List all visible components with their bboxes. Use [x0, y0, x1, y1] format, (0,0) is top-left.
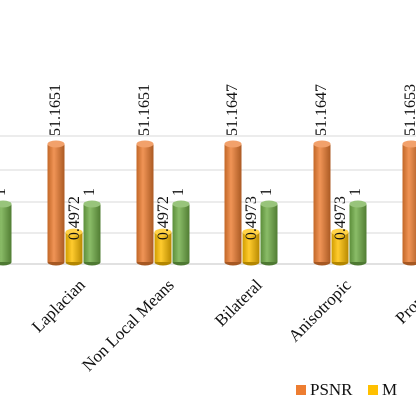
data-label-mse-1: 0.4972	[66, 196, 83, 240]
bar-psnr-2	[136, 140, 154, 266]
bar-mse-2	[154, 228, 172, 266]
data-label-mse-3: 0.4973	[243, 196, 260, 240]
bars	[0, 140, 416, 266]
bar-psnr-4	[313, 140, 331, 266]
data-label-psnr-2: 51.1651	[136, 84, 153, 136]
bar-series-2-1	[83, 200, 101, 266]
x-tick-anisotropic: Anisotropic	[285, 275, 356, 346]
bar-series-2-4	[349, 200, 367, 266]
x-tick-laplacian: Laplacian	[28, 275, 89, 336]
bar-mse-3	[242, 228, 260, 266]
data-label-psnr-5: 51.1653	[402, 84, 416, 136]
legend-label: M	[382, 380, 397, 399]
bar-psnr-5	[402, 140, 416, 266]
data-label-psnr-1: 51.1651	[47, 84, 64, 136]
legend: PSNR M	[296, 380, 397, 399]
bar-series-2-2	[172, 200, 190, 266]
bar-psnr-3	[224, 140, 242, 266]
legend-item-m: M	[368, 380, 397, 399]
data-labels: 151.16510.4972151.16510.4972151.16470.49…	[0, 84, 416, 240]
legend-swatch	[296, 385, 306, 395]
bar-series-2-3	[260, 200, 278, 266]
legend-item-psnr: PSNR	[296, 380, 353, 399]
x-tick-non-local-means: Non Local Means	[78, 275, 178, 375]
bar-psnr-1	[47, 140, 65, 266]
x-tick-propose: Propose	[392, 275, 416, 327]
data-label-series-2-4: 1	[347, 188, 364, 196]
data-label-psnr-3: 51.1647	[224, 84, 241, 136]
data-label-series-2-0: 1	[0, 188, 9, 196]
bar-mse-1	[65, 228, 83, 266]
data-label-series-2-2: 1	[170, 188, 187, 196]
data-label-psnr-4: 51.1647	[313, 84, 330, 136]
x-tick-bilateral: Bilateral	[211, 275, 266, 330]
bar-series-2-0	[0, 200, 12, 266]
bar-mse-4	[331, 228, 349, 266]
data-label-mse-4: 0.4973	[332, 196, 349, 240]
legend-swatch	[368, 385, 378, 395]
data-label-mse-2: 0.4972	[155, 196, 172, 240]
data-label-series-2-1: 1	[81, 188, 98, 196]
legend-label: PSNR	[310, 380, 353, 399]
data-label-series-2-3: 1	[258, 188, 275, 196]
